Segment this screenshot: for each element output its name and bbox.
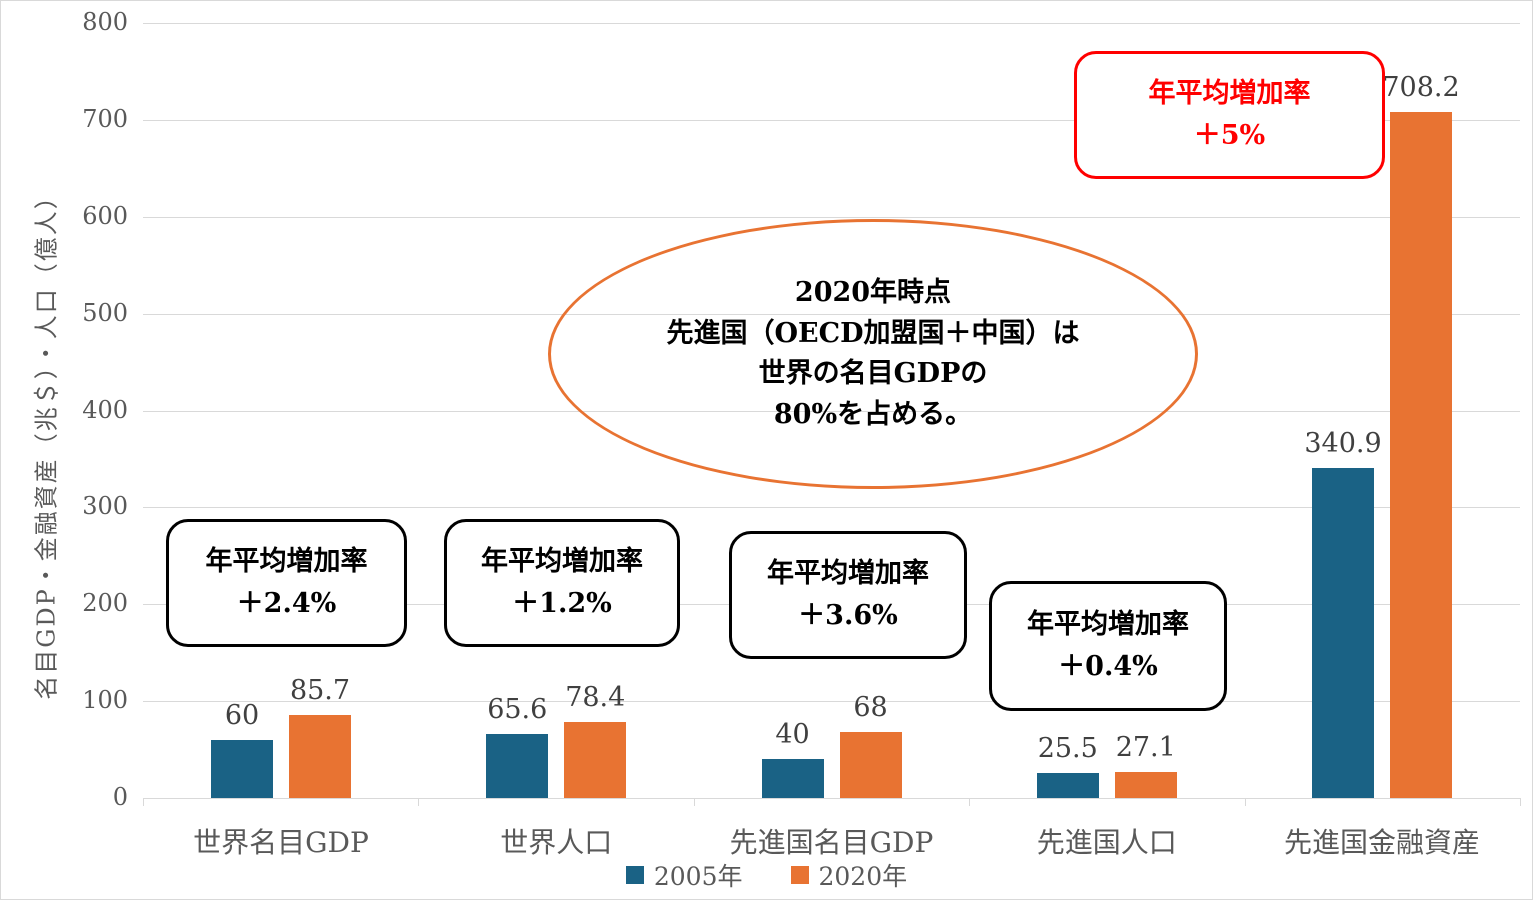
gridline (143, 798, 1520, 799)
legend-label: 2020年 (818, 862, 908, 891)
y-axis-tick-label: 800 (82, 8, 128, 36)
growth-rate-value: ＋5% (1193, 120, 1266, 151)
growth-rate-box-financial-assets-highlight: 年平均増加率 ＋5% (1074, 51, 1385, 179)
value-label: 340.9 (1304, 427, 1382, 459)
growth-rate-box-advanced-population: 年平均増加率 ＋0.4% (989, 581, 1227, 711)
bar-2020年 (564, 722, 627, 798)
value-label: 68 (853, 692, 888, 724)
growth-rate-value: ＋0.4% (1058, 651, 1158, 682)
value-label: 708.2 (1382, 71, 1460, 103)
value-label: 78.4 (565, 682, 626, 714)
ellipse-note-line: 80%を占める。 (773, 398, 973, 430)
y-axis-tick-label: 200 (82, 589, 128, 618)
y-axis-tick-label: 600 (82, 201, 128, 230)
ellipse-note-line: 2020年時点 (794, 277, 952, 308)
growth-rate-box-world-gdp: 年平均増加率 ＋2.4% (166, 519, 407, 647)
bar-2005年 (1036, 773, 1099, 798)
value-label: 25.5 (1037, 733, 1098, 765)
y-axis-tick-label: 700 (82, 104, 128, 133)
gridline (143, 507, 1520, 509)
bar-2020年 (1114, 771, 1177, 798)
growth-rate-box-world-population: 年平均増加率 ＋1.2% (444, 519, 680, 647)
legend: 2005年 2020年 (1, 857, 1532, 893)
gridline (143, 119, 1520, 121)
bar-2020年 (1390, 111, 1452, 798)
gridline (143, 701, 1520, 703)
growth-rate-title: 年平均増加率 (767, 558, 929, 590)
value-label: 65.6 (487, 694, 548, 726)
bar-2005年 (486, 734, 549, 798)
value-label: 85.7 (289, 674, 351, 706)
y-axis-tick-label: 100 (82, 686, 128, 715)
legend-item: 2020年 (790, 857, 908, 893)
x-axis-tick (693, 798, 695, 806)
value-label: 60 (224, 699, 260, 731)
x-axis-tick (418, 798, 420, 806)
category-label: 先進国金融資産 (1283, 826, 1480, 859)
ellipse-note: 2020年時点 先進国（OECD加盟国＋中国）は 世界の名目GDPの 80%を占… (548, 219, 1198, 489)
value-label: 27.1 (1115, 731, 1176, 763)
y-axis-tick-label: 300 (82, 492, 128, 521)
x-axis-tick (1520, 798, 1521, 806)
bar-2005年 (761, 759, 824, 798)
category-label: 世界人口 (500, 826, 613, 859)
growth-rate-title: 年平均増加率 (205, 546, 368, 578)
category-label: 先進国名目GDP (729, 826, 934, 859)
y-axis-tick-label: 400 (82, 395, 128, 424)
growth-rate-value: ＋1.2% (512, 588, 612, 619)
legend-marker-icon (790, 866, 809, 884)
growth-rate-title: 年平均増加率 (1148, 78, 1311, 110)
legend-label: 2005年 (653, 862, 743, 891)
bar-2020年 (839, 732, 902, 798)
ellipse-note-text: 2020年時点 先進国（OECD加盟国＋中国）は 世界の名目GDPの 80%を占… (666, 273, 1079, 435)
growth-rate-value: ＋3.6% (798, 600, 898, 631)
growth-rate-title: 年平均増加率 (1027, 609, 1189, 641)
y-axis-title: 名目GDP・金融資産（兆＄）・人口（億人） (32, 183, 61, 700)
bar-2005年 (211, 739, 273, 798)
y-axis-tick-label: 500 (82, 298, 128, 327)
x-axis-tick (143, 798, 144, 806)
growth-rate-title: 年平均増加率 (481, 546, 643, 578)
ellipse-note-line: 世界の名目GDPの (758, 358, 988, 389)
x-axis-tick (1244, 798, 1246, 806)
growth-rate-value: ＋2.4% (236, 588, 337, 619)
gridline (143, 216, 1520, 218)
ellipse-note-line: 先進国（OECD加盟国＋中国）は (666, 317, 1080, 349)
y-axis-tick-label: 0 (112, 783, 128, 811)
category-label: 世界名目GDP (193, 826, 369, 859)
gridline (143, 23, 1520, 24)
value-label: 40 (775, 719, 810, 751)
x-axis-tick (969, 798, 971, 806)
growth-rate-box-advanced-gdp: 年平均増加率 ＋3.6% (729, 531, 967, 659)
legend-item: 2005年 (625, 857, 743, 893)
bar-2005年 (1312, 467, 1374, 798)
bar-2020年 (289, 714, 351, 798)
legend-marker-icon (625, 866, 644, 884)
category-label: 先進国人口 (1036, 826, 1177, 859)
